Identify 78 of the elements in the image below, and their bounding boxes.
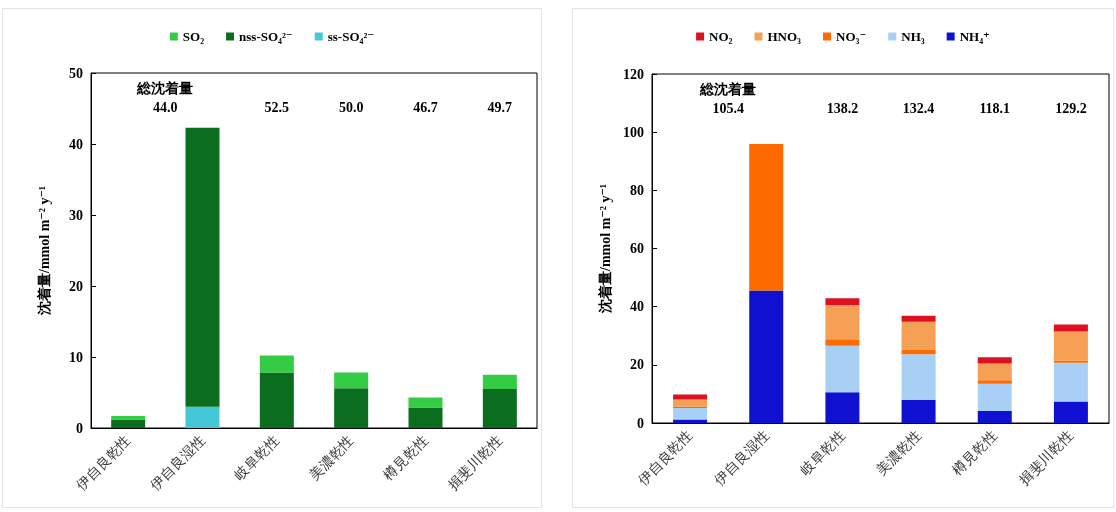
bar — [673, 407, 708, 420]
y-tick-label: 20 — [69, 278, 83, 294]
y-tick-label: 30 — [69, 207, 83, 223]
bar — [1053, 362, 1088, 402]
bar — [977, 363, 1012, 381]
y-axis-title: 沈着量/mmol m⁻² y⁻¹ — [596, 184, 613, 314]
bar — [408, 407, 443, 428]
bar — [901, 354, 936, 400]
annotation: 46.7 — [413, 99, 438, 115]
bar — [334, 372, 369, 389]
y-tick-label: 10 — [69, 349, 83, 365]
legend-label: NO₂ — [709, 29, 733, 44]
legend-label: NH₄⁺ — [959, 29, 990, 44]
bar — [1053, 401, 1088, 423]
bar — [185, 406, 220, 428]
bar — [482, 388, 517, 428]
bar — [977, 383, 1012, 412]
annotation: 52.5 — [264, 99, 290, 115]
bar — [1053, 324, 1088, 332]
x-tick-label: 伊自良湿性 — [147, 432, 208, 493]
annotation: 50.0 — [338, 99, 364, 115]
y-tick-label: 20 — [630, 357, 644, 373]
bar — [1053, 331, 1088, 361]
annotation: 118.1 — [979, 100, 1011, 116]
annotation: 138.2 — [826, 100, 859, 116]
y-axis-title: 沈着量/mmol m⁻² y⁻¹ — [35, 186, 52, 316]
bar — [825, 304, 860, 340]
bar — [825, 392, 860, 423]
annotation: 105.4 — [712, 100, 744, 116]
legend-label: NO₃⁻ — [836, 29, 867, 44]
legend-label: HNO₃ — [767, 29, 802, 44]
annotation: 44.0 — [153, 99, 178, 115]
bar — [334, 388, 369, 428]
annotation: 総沈着量 — [136, 79, 194, 96]
y-tick-label: 100 — [623, 124, 644, 140]
legend-label: SO₂ — [182, 29, 205, 44]
bar — [825, 339, 860, 346]
x-tick-label: 樽見乾性 — [949, 427, 1001, 478]
x-tick-label: 樽見乾性 — [380, 432, 431, 483]
bar — [825, 345, 860, 393]
bar — [408, 397, 443, 408]
bar — [1053, 360, 1088, 363]
y-tick-label: 40 — [630, 299, 644, 315]
y-tick-label: 50 — [69, 65, 83, 81]
y-tick-label: 120 — [623, 66, 644, 82]
bar — [977, 411, 1012, 423]
x-tick-label: 美濃乾性 — [873, 427, 924, 478]
bar — [749, 290, 784, 423]
bar — [673, 399, 708, 407]
bar — [977, 380, 1012, 384]
y-tick-label: 60 — [630, 241, 644, 256]
x-tick-label: 岐阜乾性 — [797, 427, 848, 478]
x-tick-label: 伊自良湿性 — [711, 427, 772, 488]
bar — [482, 374, 517, 389]
bar — [901, 399, 936, 423]
bar — [977, 357, 1012, 364]
y-tick-label: 40 — [69, 136, 83, 152]
bar — [259, 355, 294, 373]
annotation: 129.2 — [1055, 100, 1087, 116]
bar — [111, 419, 146, 428]
bar — [185, 127, 220, 407]
x-tick-label: 揖斐川乾性 — [1016, 427, 1077, 488]
x-tick-label: 揖斐川乾性 — [445, 432, 506, 493]
y-tick-label: 80 — [630, 182, 644, 198]
bar — [901, 315, 936, 322]
x-tick-label: 美濃乾性 — [306, 432, 357, 483]
legend-label: ss-SO₄²⁻ — [327, 29, 375, 44]
annotation: 総沈着量 — [699, 80, 757, 97]
bar — [673, 394, 708, 400]
bar — [901, 321, 936, 350]
legend-label: nss-SO₄²⁻ — [239, 29, 293, 44]
bar — [825, 298, 860, 305]
bar — [259, 372, 294, 428]
legend-label: NH₃ — [901, 29, 925, 44]
annotation: 132.4 — [902, 100, 935, 116]
bar — [749, 144, 784, 291]
x-tick-label: 岐阜乾性 — [231, 432, 283, 483]
annotation: 49.7 — [487, 99, 513, 115]
